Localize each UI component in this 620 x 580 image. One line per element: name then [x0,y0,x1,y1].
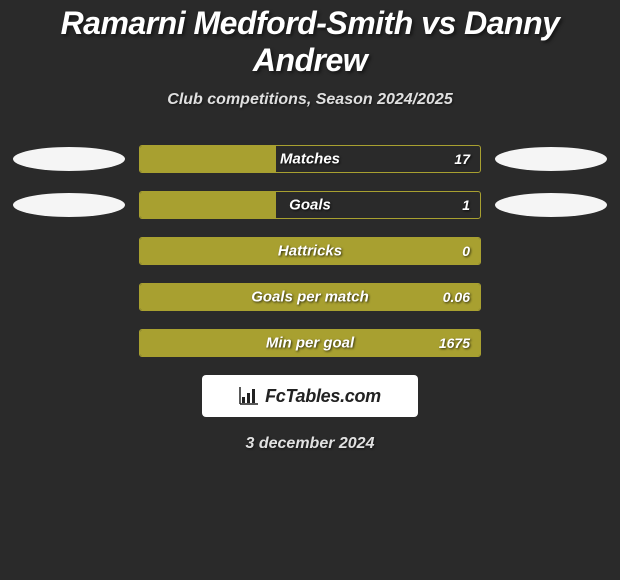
stat-bar: Goals 1 [139,191,481,219]
site-logo: FcTables.com [202,375,418,417]
stats-rows: Matches 17 Goals 1 Hattricks 0 Goals per match… [0,145,620,357]
bar-chart-icon [239,387,259,405]
stat-value: 17 [454,151,470,167]
left-ellipse [13,147,125,171]
stat-label: Min per goal [266,335,354,352]
stat-value: 1675 [439,335,470,351]
stat-bar: Hattricks 0 [139,237,481,265]
stat-row: Goals per match 0.06 [0,283,620,311]
stat-row: Matches 17 [0,145,620,173]
stat-bar-fill [140,146,276,172]
stat-value: 1 [462,197,470,213]
logo-text: FcTables.com [265,386,381,407]
stat-bar: Matches 17 [139,145,481,173]
stat-bar-fill [140,192,276,218]
date-label: 3 december 2024 [0,435,620,453]
right-ellipse [495,147,607,171]
stat-row: Min per goal 1675 [0,329,620,357]
stat-label: Goals [289,197,331,214]
comparison-infographic: Ramarni Medford-Smith vs Danny Andrew Cl… [0,0,620,453]
stat-label: Hattricks [278,243,342,260]
right-ellipse [495,193,607,217]
stat-bar: Goals per match 0.06 [139,283,481,311]
page-title: Ramarni Medford-Smith vs Danny Andrew [0,5,620,79]
stat-row: Hattricks 0 [0,237,620,265]
stat-label: Matches [280,151,340,168]
left-ellipse [13,193,125,217]
stat-value: 0.06 [443,289,470,305]
subtitle: Club competitions, Season 2024/2025 [0,91,620,109]
stat-bar: Min per goal 1675 [139,329,481,357]
stat-row: Goals 1 [0,191,620,219]
stat-value: 0 [462,243,470,259]
stat-label: Goals per match [251,289,369,306]
